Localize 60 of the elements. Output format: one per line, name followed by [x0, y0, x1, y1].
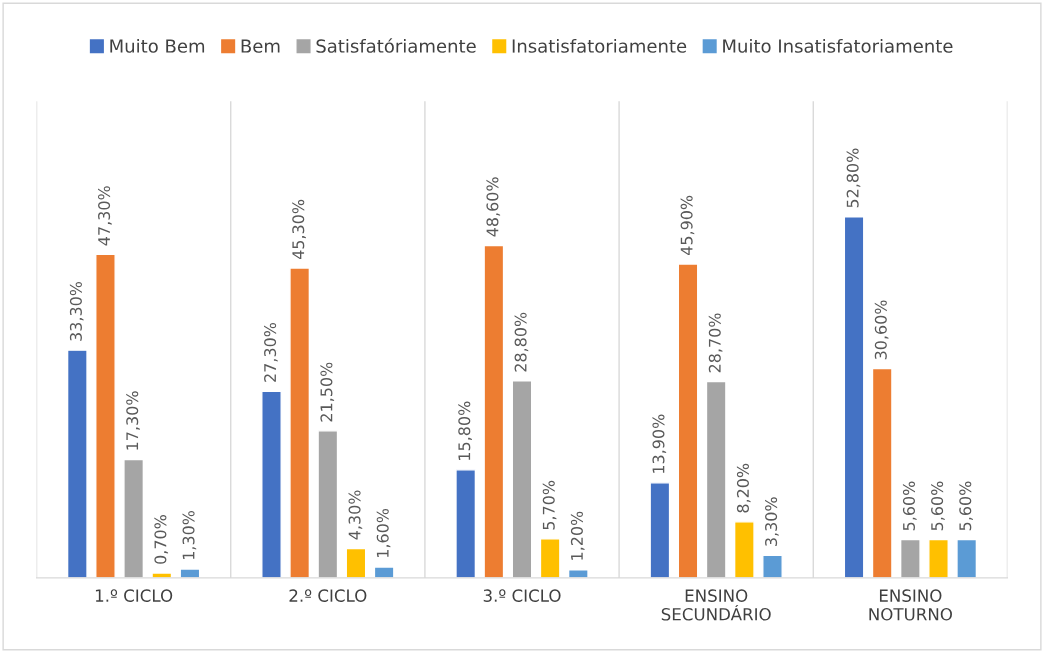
bar — [455, 469, 477, 578]
data-label: 15,80% — [458, 401, 472, 460]
bar — [928, 538, 949, 578]
legend-label: Bem — [241, 39, 280, 53]
x-tick-label: ENSINO SECUNDÁRIO — [661, 589, 771, 621]
bar — [317, 430, 339, 578]
bar — [261, 390, 282, 578]
x-tick-label: 3.º CICLO — [483, 589, 561, 602]
bar — [677, 263, 699, 578]
bar — [899, 538, 921, 578]
x-tick-label: 1.º CICLO — [95, 589, 173, 602]
data-label: 8,20% — [736, 463, 751, 513]
data-label: 0,70% — [154, 515, 169, 564]
data-label: 33,30% — [69, 281, 84, 341]
data-label: 4,30% — [348, 490, 363, 540]
legend-label: Insatisfatoriamente — [512, 38, 687, 53]
bar — [843, 216, 865, 578]
data-label: 45,30% — [292, 199, 306, 260]
data-label: 1,20% — [570, 511, 585, 560]
bar — [956, 538, 978, 578]
data-label: 28,80% — [514, 312, 529, 372]
bar — [649, 482, 671, 578]
bar — [705, 380, 727, 578]
data-label: 30,60% — [874, 300, 889, 360]
bar — [733, 521, 755, 578]
bar — [345, 547, 367, 578]
bar — [151, 572, 173, 578]
data-label: 52,80% — [846, 148, 861, 208]
data-label: 21,50% — [320, 362, 335, 422]
data-label: 5,60% — [959, 481, 973, 531]
data-label: 3,30% — [765, 497, 779, 546]
data-label: 48,60% — [486, 177, 501, 237]
data-label: 13,90% — [652, 414, 667, 473]
x-tick-label: 2.º CICLO — [289, 589, 367, 602]
bar — [511, 380, 533, 578]
bar — [179, 568, 201, 578]
data-label: 5,60% — [931, 481, 945, 531]
data-label: 45,90% — [680, 195, 695, 255]
bar — [95, 253, 116, 578]
data-label: 5,60% — [902, 481, 917, 531]
x-tick-label: ENSINO NOTURNO — [869, 589, 952, 621]
bar — [871, 367, 893, 578]
legend-label: Muito Bem — [110, 38, 205, 53]
data-label: 28,70% — [708, 313, 723, 373]
legend-label: Satisfatóriamente — [316, 38, 476, 53]
bar — [123, 458, 145, 578]
data-label: 47,30% — [98, 186, 112, 246]
legend-label: Muito Insatisfatoriamente — [723, 38, 953, 53]
bar — [539, 538, 561, 578]
data-label: 1,30% — [182, 510, 197, 560]
bar — [289, 267, 311, 578]
bar — [373, 566, 395, 578]
data-label: 17,30% — [126, 391, 140, 450]
bar — [567, 569, 589, 578]
data-label: 27,30% — [264, 322, 278, 382]
data-label: 5,70% — [542, 480, 557, 530]
bar — [483, 244, 505, 578]
data-label: 1,60% — [376, 508, 391, 557]
bar — [66, 349, 88, 578]
bar — [762, 554, 783, 578]
